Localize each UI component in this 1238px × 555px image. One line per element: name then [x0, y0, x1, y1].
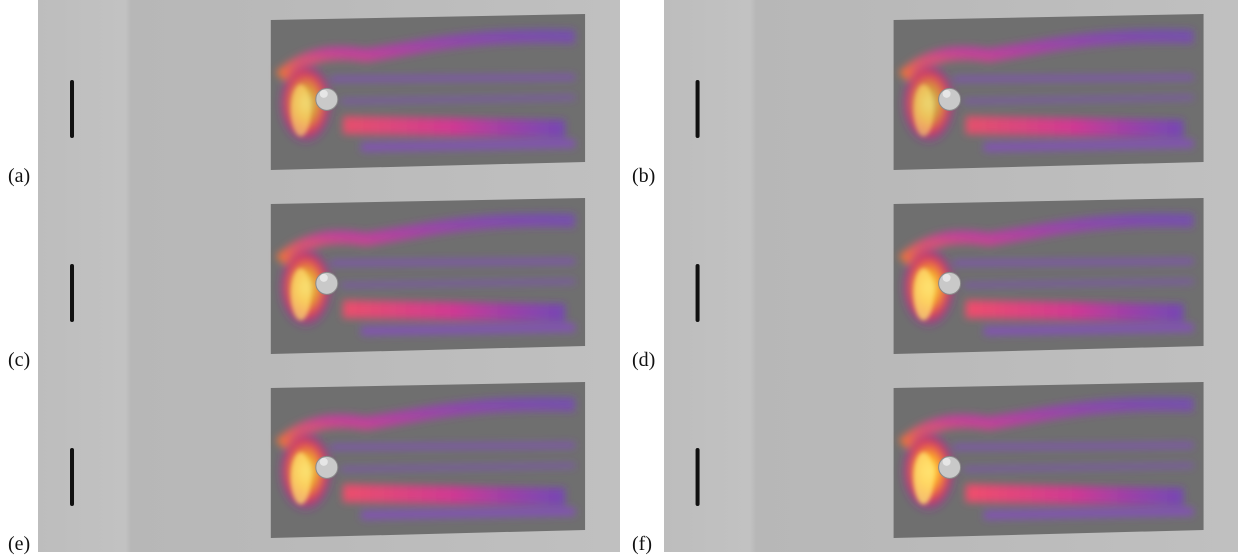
- flow-image: [38, 184, 620, 368]
- scale-bar: [695, 448, 700, 506]
- scale-bar: [70, 264, 75, 322]
- panel-e: (e): [8, 368, 628, 555]
- scale-bar: [695, 80, 700, 138]
- cylinder: [315, 87, 339, 111]
- panel-a: (a): [8, 0, 628, 187]
- panel-label: (c): [8, 349, 31, 371]
- scale-bar: [70, 80, 75, 138]
- flow-image: [664, 184, 1238, 368]
- cylinder: [938, 87, 962, 111]
- panel-label: (a): [8, 165, 31, 187]
- panel-label: (f): [632, 533, 652, 555]
- cylinder: [315, 455, 339, 479]
- scale-bar: [70, 448, 75, 506]
- panel-label: (d): [632, 349, 656, 371]
- cylinder: [938, 271, 962, 295]
- flow-image: [664, 0, 1238, 184]
- cylinder: [938, 455, 962, 479]
- panel-f: (f): [632, 368, 1238, 555]
- flow-image: [38, 0, 620, 184]
- panel-c: (c): [8, 184, 628, 371]
- panel-label: (b): [632, 165, 656, 187]
- panel-label: (e): [8, 533, 31, 555]
- cylinder: [315, 271, 339, 295]
- panel-d: (d): [632, 184, 1238, 371]
- flow-image: [664, 368, 1238, 552]
- flow-image: [38, 368, 620, 552]
- panel-b: (b): [632, 0, 1238, 187]
- scale-bar: [695, 264, 700, 322]
